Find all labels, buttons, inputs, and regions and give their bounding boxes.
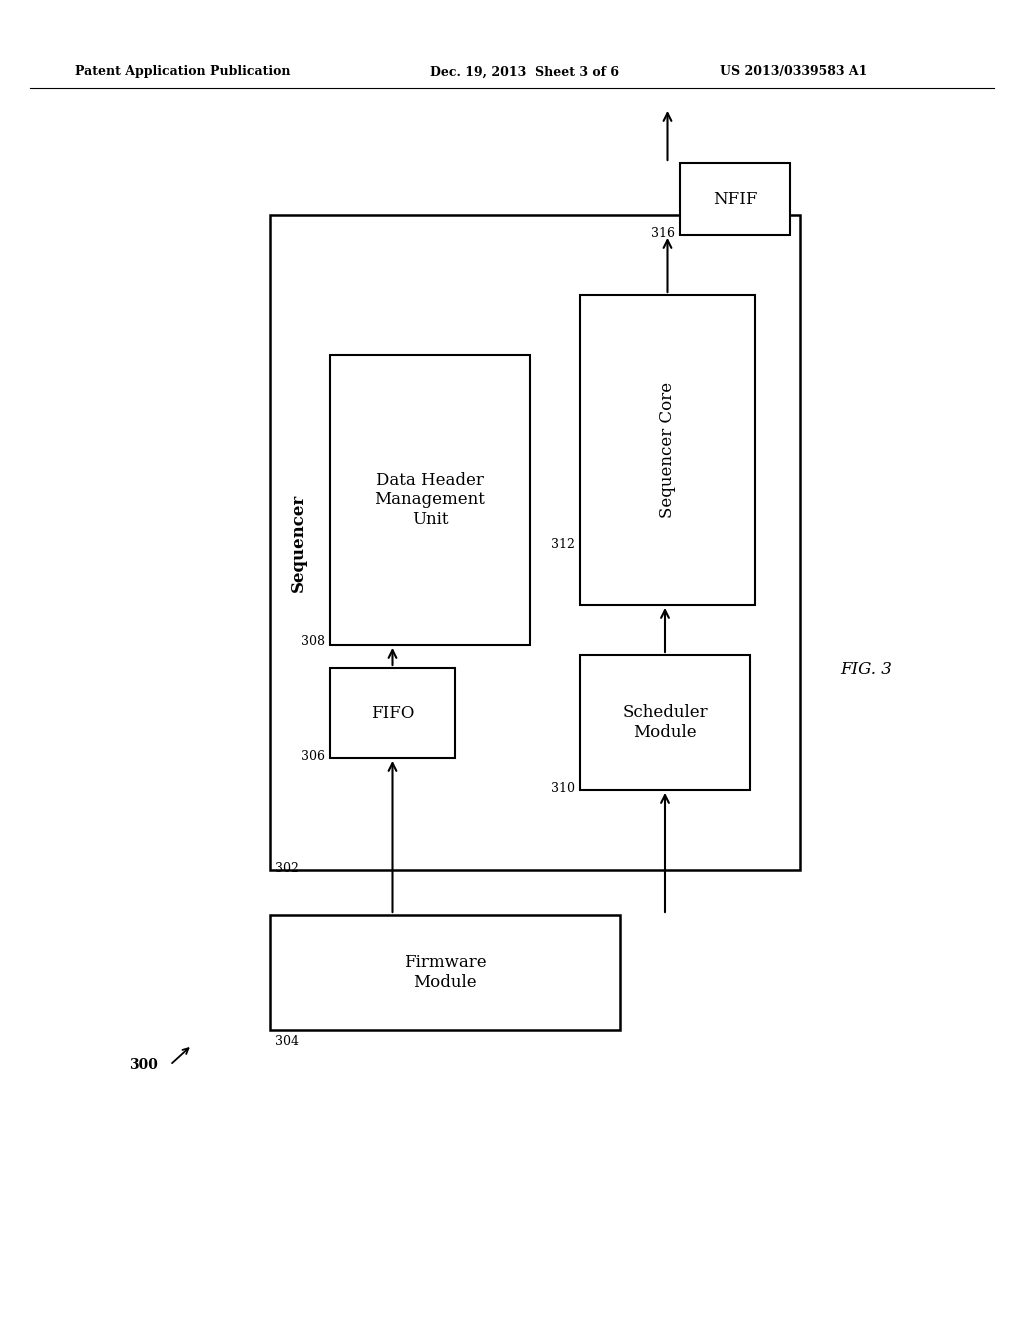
Text: 306: 306 [301,750,325,763]
Text: FIG. 3: FIG. 3 [840,661,892,678]
Text: Sequencer: Sequencer [290,494,306,591]
Text: 300: 300 [129,1059,158,1072]
Text: 302: 302 [275,862,299,875]
Text: NFIF: NFIF [713,190,758,207]
Text: Dec. 19, 2013  Sheet 3 of 6: Dec. 19, 2013 Sheet 3 of 6 [430,66,618,78]
Text: 312: 312 [551,539,575,552]
Text: Firmware
Module: Firmware Module [403,954,486,991]
Bar [680,162,790,235]
Bar [330,668,455,758]
Bar [580,294,755,605]
Text: Data Header
Management
Unit: Data Header Management Unit [375,471,485,528]
Bar [580,655,750,789]
Text: US 2013/0339583 A1: US 2013/0339583 A1 [720,66,867,78]
Text: FIFO: FIFO [371,705,414,722]
Bar [270,215,800,870]
Text: 316: 316 [651,227,675,240]
Bar [330,355,530,645]
Text: 310: 310 [551,781,575,795]
Bar [270,915,620,1030]
Text: 304: 304 [275,1035,299,1048]
Text: Sequencer Core: Sequencer Core [659,381,676,517]
Text: 308: 308 [301,635,325,648]
Text: Patent Application Publication: Patent Application Publication [75,66,291,78]
Text: Scheduler
Module: Scheduler Module [623,704,708,741]
